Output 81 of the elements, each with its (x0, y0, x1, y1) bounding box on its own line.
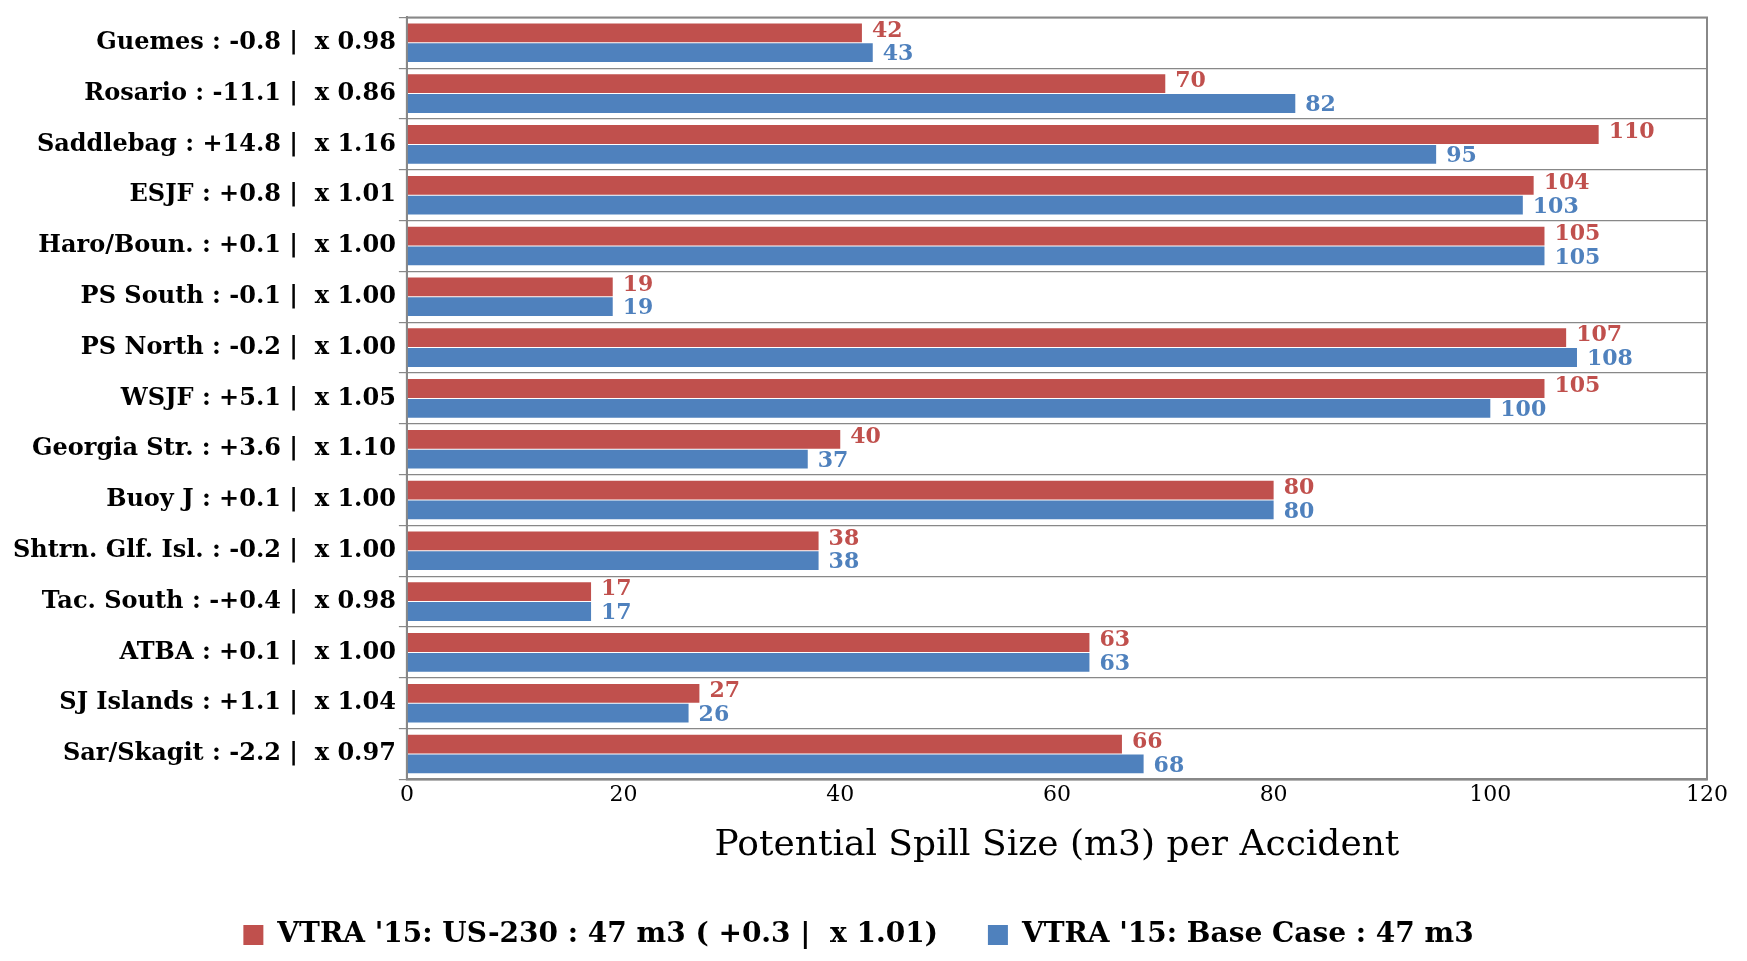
bar (406, 379, 1545, 398)
y-tick-label: Tac. South : -+0.4 | x 0.98 (41, 584, 396, 614)
data-label: 68 (1153, 750, 1185, 777)
bar (406, 480, 1274, 500)
data-label: 110 (1608, 117, 1655, 144)
bar (406, 683, 700, 703)
data-label: 38 (828, 523, 860, 550)
y-tick-label: Haro/Boun. : +0.1 | x 1.00 (38, 229, 396, 259)
bar (406, 398, 1491, 418)
data-label: 63 (1099, 649, 1131, 676)
data-label: 38 (828, 547, 860, 574)
bar (406, 125, 1599, 144)
bar (406, 328, 1567, 348)
bar (406, 449, 808, 469)
bar (406, 703, 689, 723)
data-label: 105 (1554, 242, 1601, 269)
data-label: 80 (1283, 496, 1315, 523)
bar (406, 94, 1296, 113)
bar (406, 246, 1545, 266)
bar (406, 500, 1274, 520)
y-tick-label: ESJF : +0.8 | x 1.01 (129, 178, 396, 208)
y-tick-label: SJ Islands : +1.1 | x 1.04 (59, 686, 396, 716)
y-tick-label: Buoy J : +0.1 | x 1.00 (106, 483, 396, 513)
x-tick-label: 80 (1259, 781, 1288, 807)
y-tick-label: Sar/Skagit : -2.2 | x 0.97 (62, 737, 396, 767)
x-tick-label: 120 (1686, 781, 1728, 807)
data-label: 80 (1283, 472, 1315, 499)
y-tick-label: Georgia Str. : +3.6 | x 1.10 (32, 432, 396, 462)
legend-label: VTRA '15: Base Case : 47 m3 (1020, 916, 1474, 950)
data-label: 105 (1554, 371, 1601, 398)
data-label: 17 (601, 598, 632, 625)
data-label: 70 (1175, 66, 1206, 93)
bar (406, 551, 819, 571)
data-label: 17 (601, 574, 632, 601)
data-label: 95 (1446, 141, 1477, 168)
bar (406, 602, 592, 621)
x-axis-title: Potential Spill Size (m3) per Accident (714, 821, 1400, 863)
bar (406, 531, 819, 551)
bar (406, 582, 592, 602)
y-tick-label: PS North : -0.2 | x 1.00 (80, 330, 396, 360)
data-label: 43 (882, 39, 914, 66)
data-label: 82 (1305, 90, 1336, 117)
bar (406, 429, 841, 449)
y-tick-label: WSJF : +5.1 | x 1.05 (119, 381, 396, 411)
bar (406, 652, 1090, 672)
x-tick-label: 0 (399, 781, 414, 807)
bar (406, 734, 1122, 754)
y-tick-label: Shtrn. Glf. Isl. : -0.2 | x 1.00 (13, 534, 396, 564)
y-tick-label: PS South : -0.1 | x 1.00 (80, 280, 396, 310)
data-label: 42 (871, 15, 903, 42)
data-label: 66 (1131, 726, 1163, 753)
bar (406, 195, 1523, 215)
data-label: 100 (1500, 395, 1547, 422)
bar (406, 297, 613, 317)
bar (406, 175, 1534, 195)
data-label: 19 (622, 269, 654, 296)
bar (406, 277, 613, 297)
y-tick-label: Saddlebag : +14.8 | x 1.16 (36, 127, 396, 157)
y-tick-label: Guemes : -0.8 | x 0.98 (96, 26, 396, 56)
bar (406, 144, 1437, 164)
data-label: 105 (1554, 218, 1601, 245)
x-tick-label: 60 (1042, 781, 1071, 807)
data-label: 40 (850, 422, 881, 449)
bar (406, 633, 1090, 652)
data-label: 37 (817, 445, 849, 472)
x-tick-label: 40 (826, 781, 855, 807)
data-label: 19 (622, 293, 654, 320)
bar (406, 348, 1577, 367)
bar (406, 43, 873, 63)
bar (406, 226, 1545, 246)
legend-label: VTRA '15: US-230 : 47 m3 ( +0.3 | x 1.01) (276, 916, 938, 950)
y-tick-label: Rosario : -11.1 | x 0.86 (84, 76, 396, 106)
bar (406, 74, 1166, 94)
y-tick-label: ATBA : +0.1 | x 1.00 (118, 635, 396, 665)
data-label: 63 (1099, 625, 1131, 652)
data-label: 107 (1576, 320, 1623, 347)
bar (406, 23, 862, 43)
x-tick-label: 20 (609, 781, 638, 807)
bar (406, 754, 1144, 774)
x-tick-label: 100 (1469, 781, 1512, 807)
data-label: 108 (1586, 344, 1633, 371)
